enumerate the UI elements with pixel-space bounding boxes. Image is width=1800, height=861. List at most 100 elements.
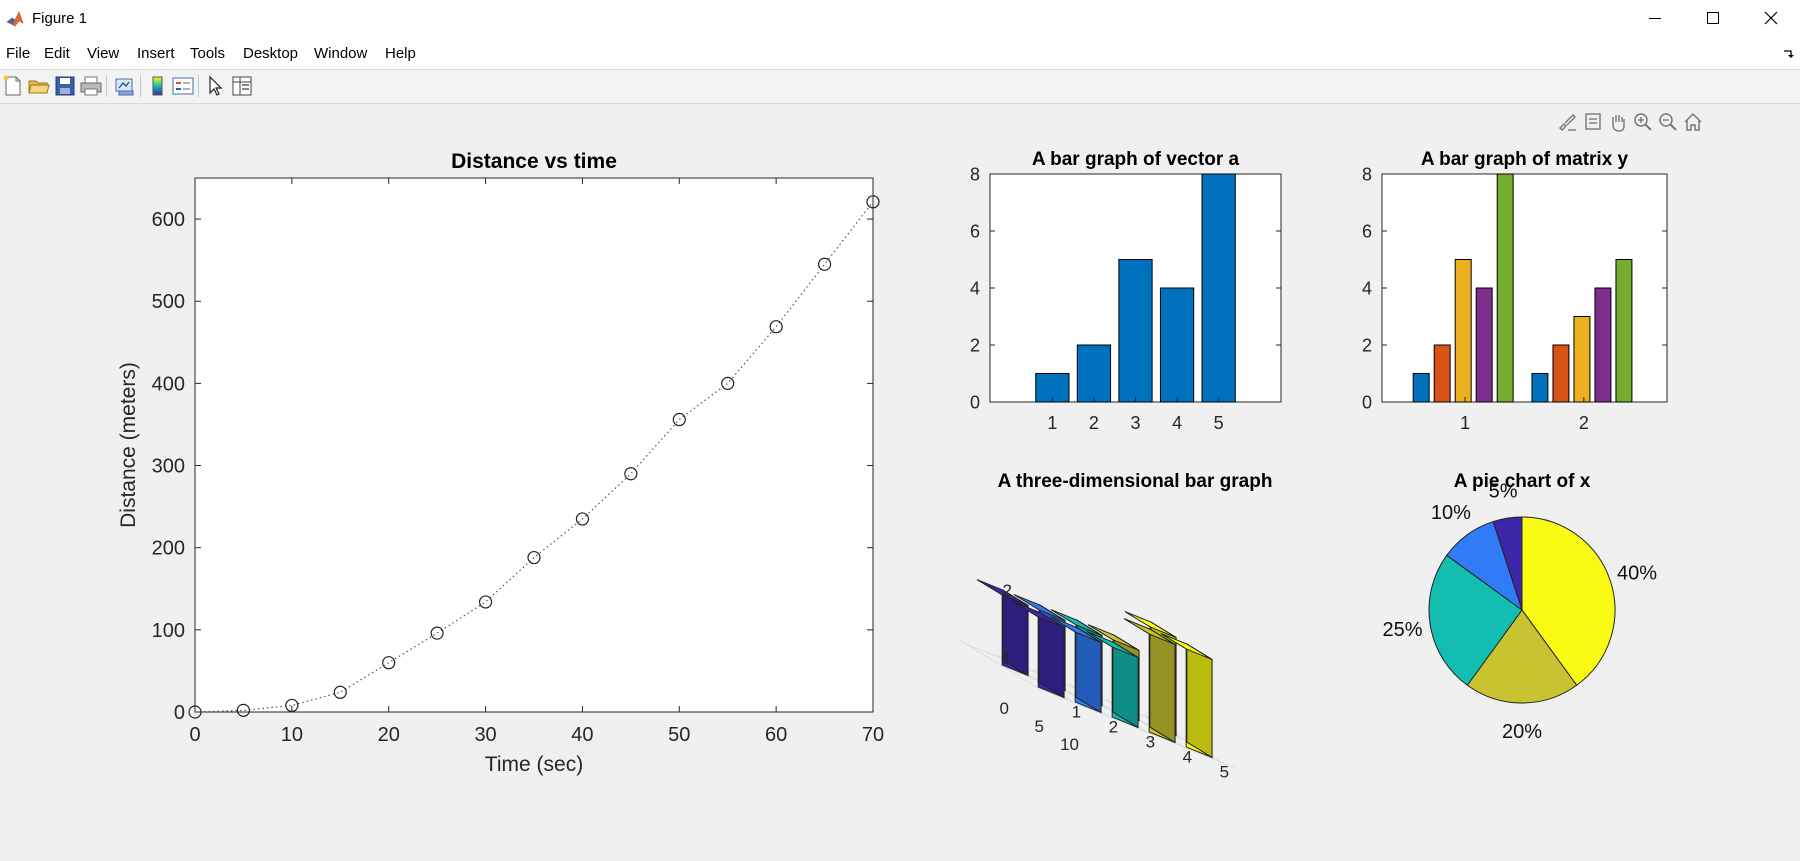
chart-title: Distance vs time xyxy=(451,150,617,173)
bar-3d-top xyxy=(1050,609,1103,636)
axes-box xyxy=(194,177,874,713)
data-point-marker xyxy=(188,705,202,719)
chart-title: A pie chart of x xyxy=(1454,471,1591,492)
y-tick-label: 0 xyxy=(970,392,980,412)
bar-matrix-y xyxy=(1475,287,1493,403)
bar-matrix-y xyxy=(1531,373,1549,403)
toolbar-separator xyxy=(198,75,199,97)
x-tick-label: 1 xyxy=(1072,703,1081,722)
bar-matrix-y xyxy=(1552,344,1570,403)
pie-slice xyxy=(1521,516,1616,686)
zoom-in-icon[interactable] xyxy=(1631,110,1655,134)
menu-window[interactable]: Window xyxy=(314,45,368,62)
pan-icon[interactable] xyxy=(1606,110,1630,134)
data-point-marker xyxy=(285,698,299,713)
menu-file[interactable]: File xyxy=(6,45,31,62)
pie-label: 10% xyxy=(1431,502,1471,524)
open-file-icon[interactable] xyxy=(27,74,51,98)
data-point-marker xyxy=(236,703,251,717)
grid-line xyxy=(1037,687,1235,768)
x-tick-label: 3 xyxy=(1130,413,1140,433)
bar-matrix-y xyxy=(1496,173,1514,403)
matlab-logo-icon xyxy=(6,10,24,28)
y-tick-label: 4 xyxy=(970,278,980,298)
print-icon[interactable] xyxy=(79,74,103,98)
x-tick-label: 5 xyxy=(1214,413,1224,433)
data-point-marker xyxy=(769,320,783,334)
x-tick-label: 0 xyxy=(189,724,200,746)
menu-view[interactable]: View xyxy=(87,45,120,62)
brush-icon[interactable] xyxy=(1556,110,1580,134)
y-tick-label: 300 xyxy=(152,456,185,478)
data-point-marker xyxy=(866,195,880,209)
bar-3d-top xyxy=(1049,616,1102,643)
y-tick-label: 6 xyxy=(970,221,980,241)
bar-3d-front xyxy=(1148,633,1176,744)
chart-title: A three-dimensional bar graph xyxy=(998,471,1273,492)
menu-edit[interactable]: Edit xyxy=(44,45,70,62)
bar-3d-front xyxy=(1037,616,1065,699)
insert-legend-icon[interactable] xyxy=(171,74,195,98)
grid-line xyxy=(1001,665,1199,746)
x-tick-label: 70 xyxy=(862,724,884,746)
bar-3d-top xyxy=(1012,601,1065,628)
new-figure-icon[interactable] xyxy=(1,74,25,98)
data-point-marker xyxy=(333,685,347,699)
axes-box xyxy=(1381,173,1668,403)
bar-3d-side xyxy=(1039,604,1066,692)
bar-vector-a xyxy=(1035,373,1070,403)
menu-insert[interactable]: Insert xyxy=(137,45,175,62)
menu-tools[interactable]: Tools xyxy=(190,45,226,62)
x-tick-label: 3 xyxy=(1146,733,1155,752)
bar-3d-front xyxy=(1185,648,1213,759)
axes-box xyxy=(989,173,1282,403)
home-icon[interactable] xyxy=(1681,110,1705,134)
bar-3d-front xyxy=(1001,594,1029,677)
link-plot-icon[interactable] xyxy=(113,74,137,98)
dock-arrow-icon[interactable] xyxy=(1782,47,1794,59)
x-tick-label: 50 xyxy=(668,724,690,746)
y-tick-label: 100 xyxy=(152,620,185,642)
grid-line xyxy=(965,643,1163,724)
grid-line xyxy=(1143,714,1224,764)
y-tick-label: 500 xyxy=(152,291,185,313)
bar-matrix-y xyxy=(1412,373,1430,403)
close-button[interactable] xyxy=(1742,0,1800,37)
pie-slice xyxy=(1446,520,1523,612)
data-point-marker xyxy=(817,257,832,271)
z-tick-label: 5 xyxy=(1035,717,1044,736)
y-tick-label: 0 xyxy=(1362,392,1372,412)
y-tick-label: 600 xyxy=(152,209,185,231)
bar-3d-top xyxy=(1086,631,1139,658)
data-point-marker xyxy=(624,467,638,481)
data-tips-icon[interactable] xyxy=(1581,110,1605,134)
bar-3d-side xyxy=(1149,628,1176,744)
menu-desktop[interactable]: Desktop xyxy=(243,45,299,62)
bar-3d-side xyxy=(1112,641,1139,729)
minimize-button[interactable] xyxy=(1626,0,1684,37)
save-icon[interactable] xyxy=(53,74,77,98)
x-tick-label: 4 xyxy=(1172,413,1182,433)
y-tick-label: 2 xyxy=(970,335,980,355)
data-point-marker xyxy=(575,512,590,526)
toolbar-separator xyxy=(140,75,141,97)
bar-3d-top xyxy=(1160,633,1213,660)
x-tick-label: 60 xyxy=(765,724,787,746)
bar-3d-side xyxy=(1113,634,1140,722)
zoom-out-icon[interactable] xyxy=(1656,110,1680,134)
maximize-button[interactable] xyxy=(1684,0,1742,37)
grid-line xyxy=(1106,699,1187,749)
edit-plot-icon[interactable] xyxy=(204,74,228,98)
maximize-icon xyxy=(1707,12,1719,24)
x-tick-label: 5 xyxy=(1220,763,1229,782)
z-tick-label: 0 xyxy=(1000,699,1009,718)
minimize-icon xyxy=(1649,18,1661,19)
insert-colorbar-icon[interactable] xyxy=(146,74,170,98)
property-inspector-icon[interactable] xyxy=(230,74,254,98)
grid-line xyxy=(1032,669,1113,719)
menu-help[interactable]: Help xyxy=(385,45,416,62)
bar-3d-front xyxy=(1149,626,1177,737)
y-tick-label: 8 xyxy=(1362,164,1372,184)
y-axis-label: Distance (meters) xyxy=(117,362,140,528)
x-tick-label: 2 xyxy=(1089,413,1099,433)
